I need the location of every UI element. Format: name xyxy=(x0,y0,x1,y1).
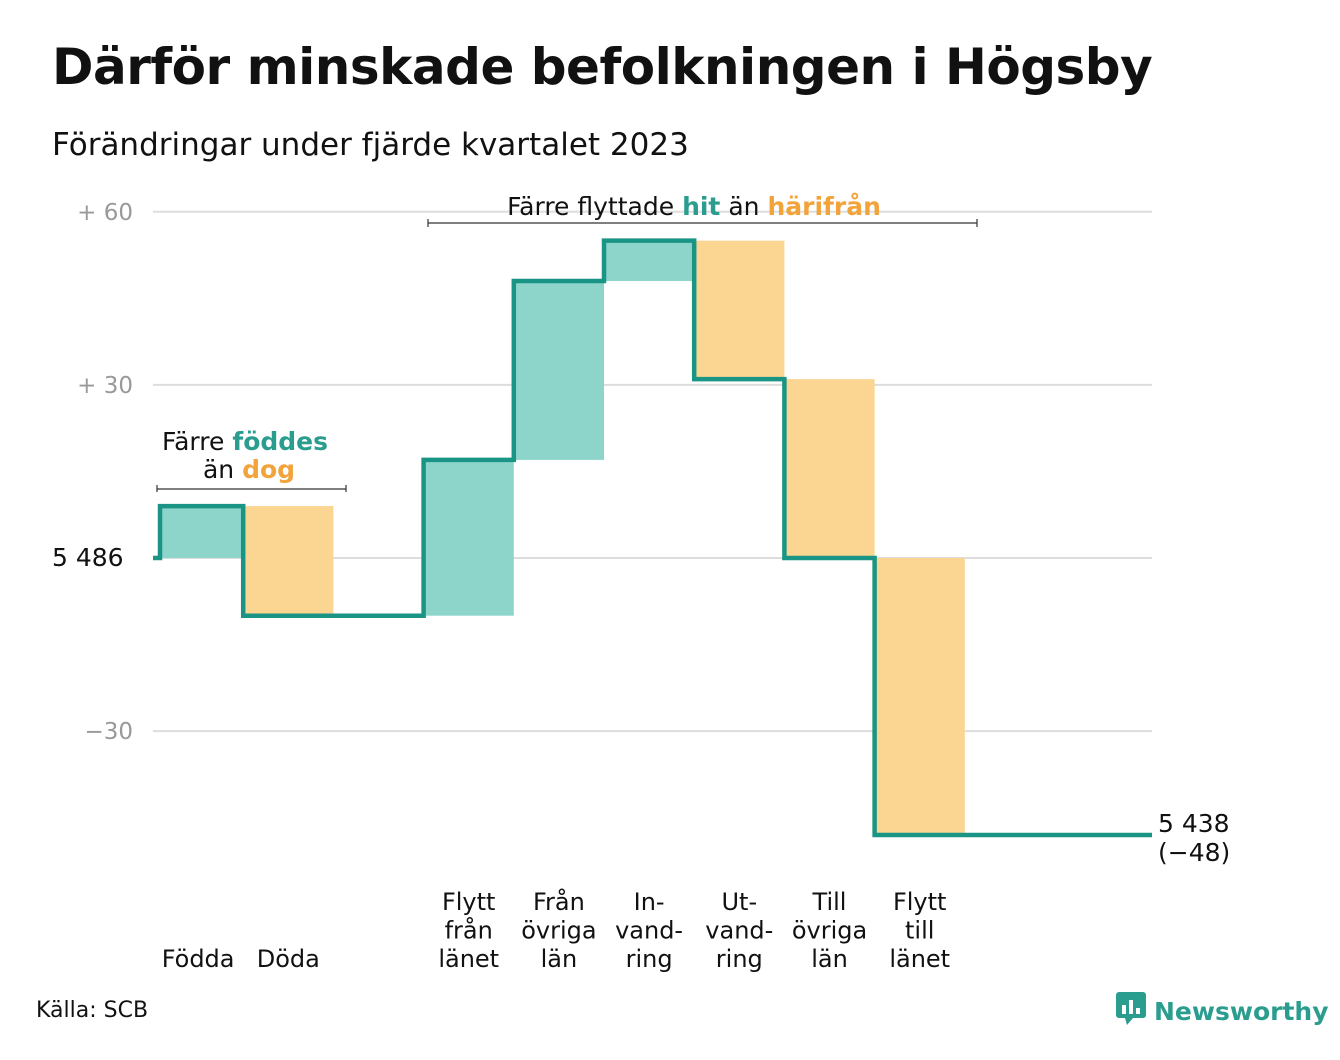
bar-layer xyxy=(160,240,965,835)
category-label: vand- xyxy=(705,917,773,945)
annotation-births-bracket xyxy=(156,485,347,492)
page-subtitle: Förändringar under fjärde kvartalet 2023 xyxy=(52,127,689,163)
category-label: In- xyxy=(634,888,665,916)
annotation-births-highlight: föddes xyxy=(232,427,328,456)
waterfall-bar xyxy=(784,379,875,558)
y-tick-label: + 30 xyxy=(77,373,133,399)
waterfall-bar xyxy=(423,459,514,616)
category-label: från xyxy=(445,916,493,945)
category-label: Döda xyxy=(257,945,320,973)
brand-logo: Newsworthy xyxy=(1116,992,1329,1030)
category-label: ring xyxy=(716,945,763,973)
line-layer xyxy=(153,238,1152,838)
category-label: övriga xyxy=(792,917,867,945)
waterfall-bar xyxy=(513,281,604,460)
category-label: län xyxy=(541,945,578,973)
baseline-label: 5 486 xyxy=(52,543,124,572)
annotation-migration-bracket xyxy=(427,219,978,227)
annotation-deaths-highlight: dog xyxy=(242,455,295,484)
annotation-deaths-prefix: än xyxy=(203,455,234,484)
category-label: Från xyxy=(533,887,585,916)
category-label: länet xyxy=(438,945,499,973)
category-label: länet xyxy=(889,945,950,973)
annotation-migration-hit: hit xyxy=(682,192,720,221)
category-label: Ut- xyxy=(721,888,757,916)
category-label: övriga xyxy=(521,917,596,945)
category-label: ring xyxy=(626,945,673,973)
end-value-label: 5 438 xyxy=(1158,809,1230,838)
category-label: Flytt xyxy=(442,888,496,916)
waterfall-bar xyxy=(243,506,334,616)
annotation-migration-prefix: Färre flyttade xyxy=(507,192,674,221)
brand-name: Newsworthy xyxy=(1154,996,1329,1026)
category-label: Flytt xyxy=(893,888,947,916)
category-label: till xyxy=(905,917,934,945)
annotation-migration-middle: än xyxy=(728,192,759,221)
waterfall-bar xyxy=(160,506,244,558)
grid-layer xyxy=(153,210,1152,733)
source-note: Källa: SCB xyxy=(36,998,149,1023)
page-title: Därför minskade befolkningen i Högsby xyxy=(52,38,1153,96)
annotation-births-line1: Färre föddes xyxy=(162,427,328,456)
waterfall-bar xyxy=(694,240,785,380)
bar-chart-speech-icon xyxy=(1116,992,1146,1030)
category-label: Till xyxy=(812,888,847,916)
annotation-migration: Färre flyttade hit än härifrån xyxy=(507,192,881,221)
category-label: vand- xyxy=(615,917,683,945)
waterfall-bar xyxy=(874,558,965,835)
y-tick-label: −30 xyxy=(84,719,133,745)
waterfall-step-line xyxy=(153,238,1152,838)
annotation-births-prefix: Färre xyxy=(162,427,224,456)
category-label: län xyxy=(811,945,848,973)
end-change-label: (−48) xyxy=(1158,838,1230,867)
y-tick-label: + 60 xyxy=(77,200,133,226)
category-label: Födda xyxy=(162,945,235,973)
annotation-migration-harifran: härifrån xyxy=(767,192,880,221)
annotation-births-line2: än dog xyxy=(203,455,295,484)
waterfall-bar xyxy=(604,240,695,282)
